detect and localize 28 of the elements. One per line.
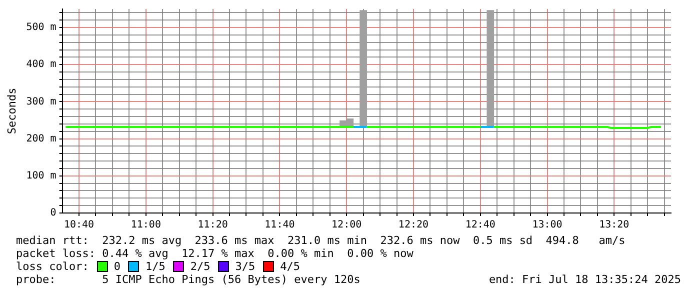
x-tick-label: 13:00 — [532, 220, 562, 231]
x-tick-label: 12:20 — [398, 220, 429, 231]
x-tick-label: 12:00 — [332, 220, 362, 231]
text: end: Fri Jul 18 13:35:24 2025 — [488, 273, 681, 286]
legend-label: 1/5 — [145, 260, 166, 273]
legend-label: 3/5 — [235, 260, 256, 273]
legend-label: 2/5 — [190, 260, 210, 273]
y-tick-label: 500 m — [26, 22, 56, 34]
x-tick-label: 10:40 — [64, 220, 94, 231]
legend-label: 0 — [114, 260, 120, 273]
x-tick-label: 13:20 — [599, 220, 630, 231]
y-tick-label: 200 m — [26, 133, 56, 144]
y-axis-title: Seconds — [5, 88, 18, 134]
bar — [360, 10, 367, 128]
x-tick-label: 11:00 — [130, 220, 161, 231]
legend-label: 4/5 — [280, 260, 300, 273]
x-tick-label: 11:40 — [264, 220, 295, 231]
text: probe: 5 ICMP Echo Pings (56 Bytes) every 120s — [16, 273, 360, 286]
y-tick-label: 400 m — [26, 59, 56, 70]
x-tick-label: 12:40 — [465, 220, 496, 231]
y-tick-label: 100 m — [26, 170, 56, 182]
y-tick-label: 0 — [50, 208, 56, 219]
y-tick-label: 300 m — [26, 96, 56, 108]
legend-title: loss color: — [16, 260, 89, 273]
text: median rtt: 232.2 ms avg 233.6 ms max 231.0 ms min 232.6 ms now 0.5 ms sd 494.8 am/s — [15, 234, 626, 247]
bar — [486, 10, 494, 128]
x-tick-label: 11:20 — [198, 220, 228, 231]
text: packet loss: 0.44 % avg 12.17 % max 0.00 % min 0.00 % now — [15, 247, 414, 260]
